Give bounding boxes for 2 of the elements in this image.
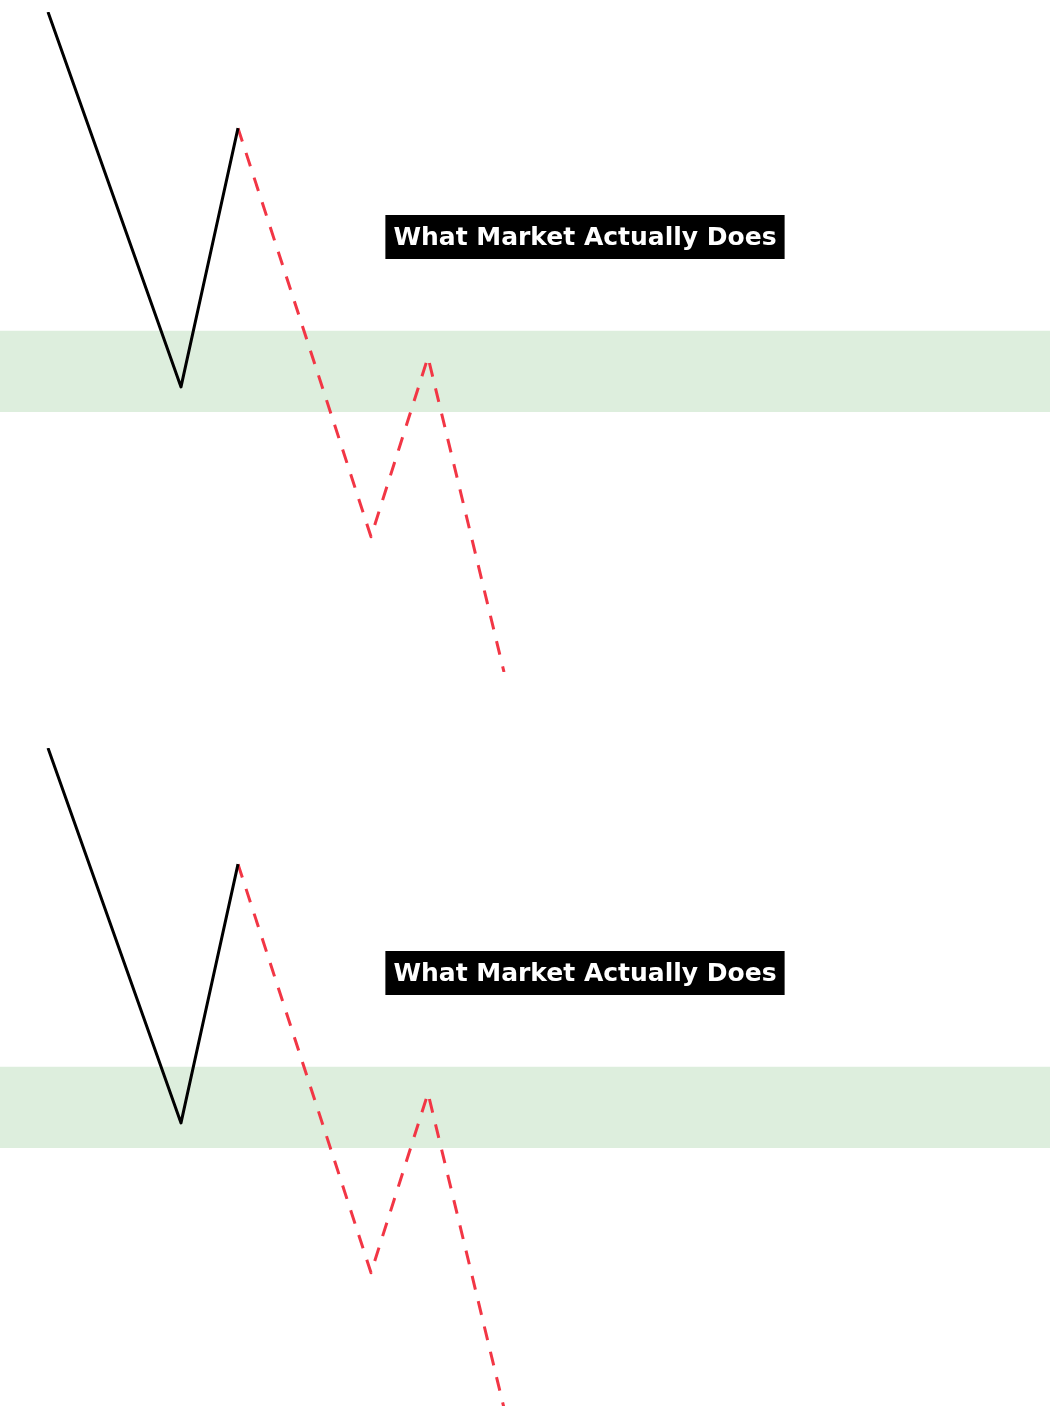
annotation: What Market Actually Does	[393, 221, 777, 251]
annotation: What Market Actually Does	[393, 957, 777, 987]
